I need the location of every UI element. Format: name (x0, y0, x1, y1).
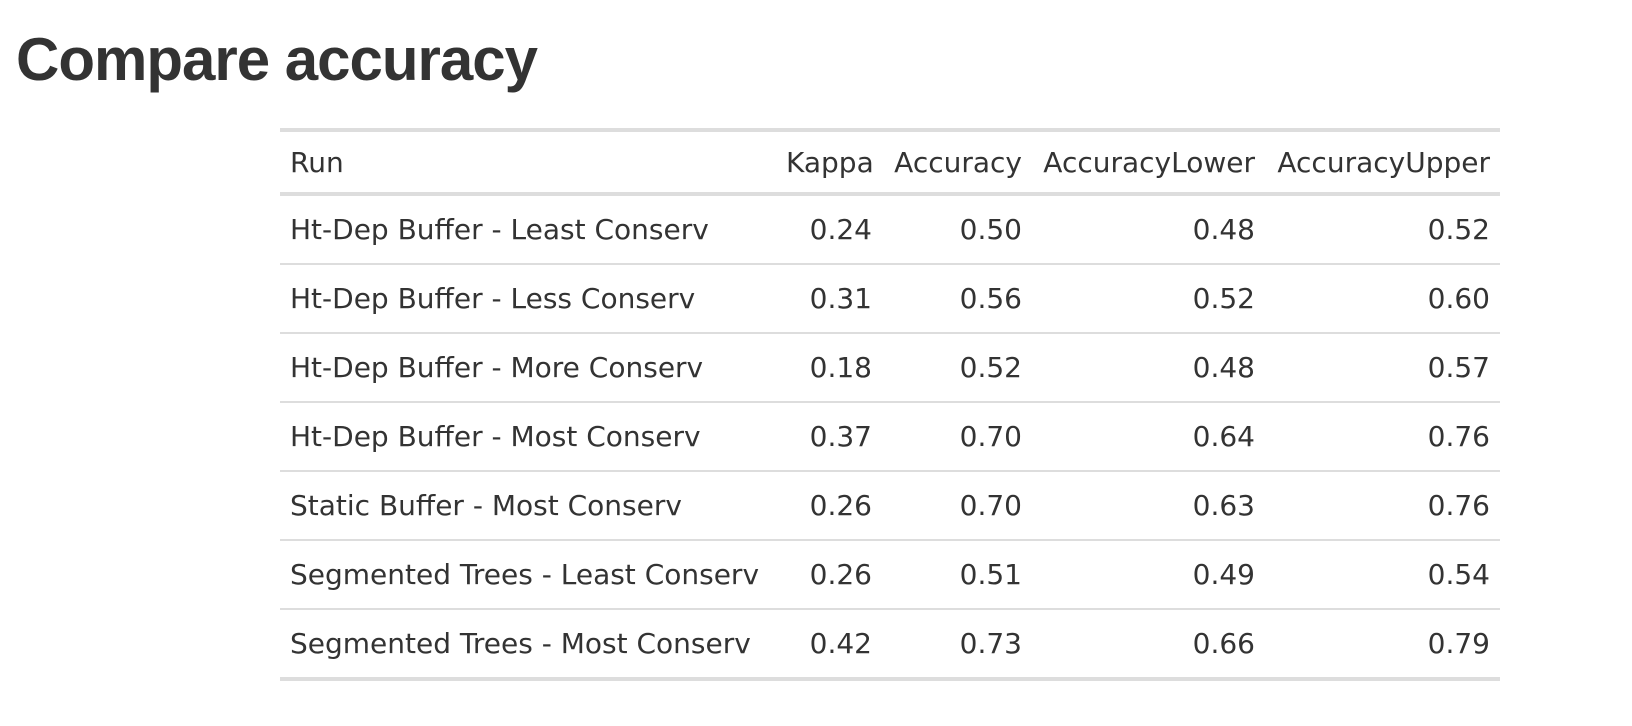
table-row: Ht-Dep Buffer - Less Conserv 0.31 0.56 0… (280, 264, 1500, 333)
cell-accuracy-lower: 0.48 (1192, 351, 1255, 384)
cell-run: Ht-Dep Buffer - Most Conserv (290, 420, 701, 453)
cell-accuracy: 0.51 (959, 558, 1022, 591)
cell-accuracy-upper: 0.79 (1427, 627, 1490, 660)
table-row: Ht-Dep Buffer - Least Conserv 0.24 0.50 … (280, 194, 1500, 264)
cell-accuracy-upper: 0.76 (1427, 489, 1490, 522)
table-row: Static Buffer - Most Conserv 0.26 0.70 0… (280, 471, 1500, 540)
cell-accuracy-lower: 0.49 (1192, 558, 1255, 591)
cell-accuracy-upper: 0.76 (1427, 420, 1490, 453)
cell-accuracy-upper: 0.60 (1427, 282, 1490, 315)
cell-run: Ht-Dep Buffer - Least Conserv (290, 213, 709, 246)
cell-kappa: 0.31 (809, 282, 872, 315)
cell-accuracy: 0.70 (959, 420, 1022, 453)
column-header-accuracy: Accuracy (894, 145, 1022, 179)
cell-accuracy-lower: 0.66 (1192, 627, 1255, 660)
column-header-accuracy-lower: AccuracyLower (1043, 145, 1255, 179)
cell-kappa: 0.24 (809, 213, 872, 246)
cell-accuracy: 0.73 (959, 627, 1022, 660)
table-row: Segmented Trees - Most Conserv 0.42 0.73… (280, 609, 1500, 679)
cell-run: Segmented Trees - Most Conserv (290, 627, 751, 660)
cell-accuracy-upper: 0.57 (1427, 351, 1490, 384)
cell-run: Segmented Trees - Least Conserv (290, 558, 760, 591)
cell-accuracy-lower: 0.63 (1192, 489, 1255, 522)
cell-accuracy: 0.70 (959, 489, 1022, 522)
cell-accuracy: 0.56 (959, 282, 1022, 315)
cell-accuracy-upper: 0.52 (1427, 213, 1490, 246)
cell-run: Ht-Dep Buffer - More Conserv (290, 351, 704, 384)
cell-accuracy-lower: 0.52 (1192, 282, 1255, 315)
table-header: Run Kappa Accuracy AccuracyLower Accurac… (280, 130, 1500, 194)
table-row: Ht-Dep Buffer - Most Conserv 0.37 0.70 0… (280, 402, 1500, 471)
table-row: Segmented Trees - Least Conserv 0.26 0.5… (280, 540, 1500, 609)
cell-accuracy-lower: 0.64 (1192, 420, 1255, 453)
table-row: Ht-Dep Buffer - More Conserv 0.18 0.52 0… (280, 333, 1500, 402)
cell-accuracy: 0.52 (959, 351, 1022, 384)
header-row: Run Kappa Accuracy AccuracyLower Accurac… (280, 130, 1500, 194)
accuracy-table-container: Run Kappa Accuracy AccuracyLower Accurac… (280, 128, 1500, 681)
cell-run: Ht-Dep Buffer - Less Conserv (290, 282, 696, 315)
column-header-run: Run (290, 145, 344, 179)
cell-kappa: 0.42 (809, 627, 872, 660)
cell-kappa: 0.37 (809, 420, 872, 453)
cell-kappa: 0.26 (809, 558, 872, 591)
cell-accuracy-upper: 0.54 (1427, 558, 1490, 591)
table-body: Ht-Dep Buffer - Least Conserv 0.24 0.50 … (280, 194, 1500, 679)
cell-kappa: 0.26 (809, 489, 872, 522)
cell-accuracy-lower: 0.48 (1192, 213, 1255, 246)
accuracy-table: Run Kappa Accuracy AccuracyLower Accurac… (280, 128, 1500, 681)
cell-run: Static Buffer - Most Conserv (290, 489, 682, 522)
page-title: Compare accuracy (16, 26, 538, 93)
column-header-kappa: Kappa (786, 145, 874, 179)
cell-accuracy: 0.50 (959, 213, 1022, 246)
column-header-accuracy-upper: AccuracyUpper (1277, 145, 1490, 179)
cell-kappa: 0.18 (809, 351, 872, 384)
